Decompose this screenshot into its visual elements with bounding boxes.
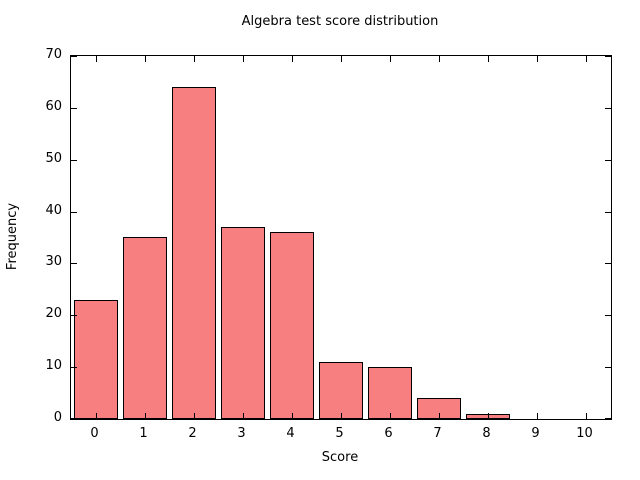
bar <box>74 300 118 419</box>
y-tick-label: 20 <box>45 306 62 321</box>
x-axis-label: Score <box>321 450 359 465</box>
x-tick-mark-bottom <box>537 413 538 419</box>
bar <box>123 237 167 419</box>
y-tick-mark-left <box>71 418 77 419</box>
y-tick-mark-right <box>605 263 611 264</box>
x-tick-mark-top <box>439 56 440 62</box>
y-tick-mark-right <box>605 315 611 316</box>
x-tick-label: 10 <box>576 426 593 441</box>
y-tick-mark-right <box>605 367 611 368</box>
x-tick-mark-top <box>243 56 244 62</box>
x-tick-label: 7 <box>433 426 442 441</box>
y-tick-mark-left <box>71 212 77 213</box>
x-tick-mark-top <box>586 56 587 62</box>
x-tick-mark-bottom <box>243 413 244 419</box>
x-tick-label: 8 <box>482 426 491 441</box>
y-tick-mark-left <box>71 160 77 161</box>
x-tick-mark-top <box>145 56 146 62</box>
y-tick-label: 10 <box>45 358 62 373</box>
y-tick-mark-right <box>605 108 611 109</box>
x-tick-mark-bottom <box>341 413 342 419</box>
x-tick-mark-top <box>390 56 391 62</box>
x-tick-label: 2 <box>188 426 197 441</box>
x-tick-mark-top <box>292 56 293 62</box>
x-tick-mark-bottom <box>194 413 195 419</box>
x-tick-mark-top <box>96 56 97 62</box>
plot-area <box>70 55 612 420</box>
x-tick-mark-top <box>194 56 195 62</box>
x-tick-label: 1 <box>139 426 148 441</box>
x-tick-mark-bottom <box>292 413 293 419</box>
x-tick-label: 5 <box>335 426 344 441</box>
y-tick-label: 70 <box>45 47 62 62</box>
y-tick-label: 60 <box>45 99 62 114</box>
x-tick-mark-bottom <box>96 413 97 419</box>
x-tick-label: 4 <box>286 426 295 441</box>
y-tick-mark-right <box>605 418 611 419</box>
x-tick-mark-bottom <box>145 413 146 419</box>
y-tick-label: 40 <box>45 203 62 218</box>
y-tick-mark-right <box>605 160 611 161</box>
x-tick-mark-bottom <box>439 413 440 419</box>
bar <box>368 367 412 419</box>
y-tick-label: 30 <box>45 254 62 269</box>
bar <box>270 232 314 419</box>
bar <box>172 87 216 419</box>
x-tick-mark-bottom <box>488 413 489 419</box>
bar <box>221 227 265 419</box>
x-tick-mark-bottom <box>390 413 391 419</box>
y-tick-mark-left <box>71 315 77 316</box>
y-tick-mark-left <box>71 56 77 57</box>
bar <box>319 362 363 419</box>
chart-title: Algebra test score distribution <box>241 14 439 29</box>
x-tick-mark-top <box>537 56 538 62</box>
y-tick-mark-left <box>71 108 77 109</box>
y-tick-mark-right <box>605 212 611 213</box>
y-tick-label: 0 <box>53 410 62 425</box>
x-tick-label: 3 <box>237 426 246 441</box>
x-tick-label: 9 <box>531 426 540 441</box>
x-tick-mark-top <box>341 56 342 62</box>
y-tick-mark-left <box>71 367 77 368</box>
y-tick-label: 50 <box>45 151 62 166</box>
x-tick-mark-top <box>488 56 489 62</box>
x-tick-label: 0 <box>90 426 99 441</box>
y-tick-mark-right <box>605 56 611 57</box>
y-tick-mark-left <box>71 263 77 264</box>
x-tick-label: 6 <box>384 426 393 441</box>
x-tick-mark-bottom <box>586 413 587 419</box>
